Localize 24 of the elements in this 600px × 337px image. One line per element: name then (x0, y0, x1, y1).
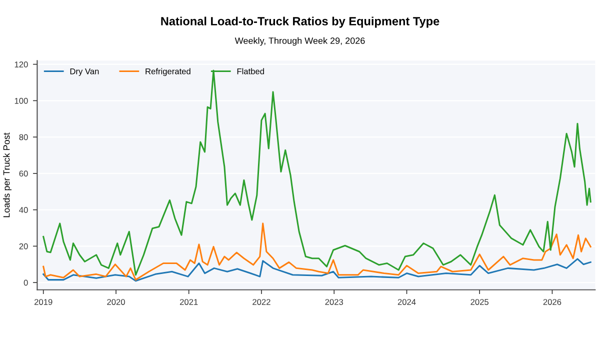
y-tick-label: 80 (19, 134, 28, 140)
x-tick-label: 2020 (107, 299, 125, 305)
legend-label: Refrigerated (146, 68, 190, 76)
y-tick-label: 0 (24, 280, 28, 286)
x-tick-label: 2025 (470, 299, 488, 305)
x-tick-label: 2022 (252, 299, 270, 305)
legend-label: Flatbed (237, 68, 264, 74)
x-tick-label: 2026 (543, 299, 562, 305)
y-tick-label: 20 (19, 243, 28, 250)
y-tick-label: 60 (19, 170, 28, 177)
chart-subtitle: Weekly, Through Week 29, 2026 (234, 37, 365, 46)
y-tick-label: 120 (14, 62, 28, 68)
chart-title: National Load-to-Truck Ratios by Equipment Type (161, 16, 440, 28)
x-tick-label: 2021 (180, 299, 198, 305)
y-axis-title: Loads per Truck Post (3, 132, 12, 218)
x-tick-label: 2019 (34, 299, 52, 305)
y-tick-label: 40 (19, 206, 28, 213)
line-series (42, 258, 592, 282)
x-tick-label: 2024 (398, 299, 416, 305)
y-tick-label: 100 (14, 98, 28, 104)
x-tick-label: 2023 (325, 299, 344, 305)
line-series (42, 70, 592, 276)
line-series (42, 222, 592, 281)
legend-label: Dry Van (70, 68, 99, 76)
